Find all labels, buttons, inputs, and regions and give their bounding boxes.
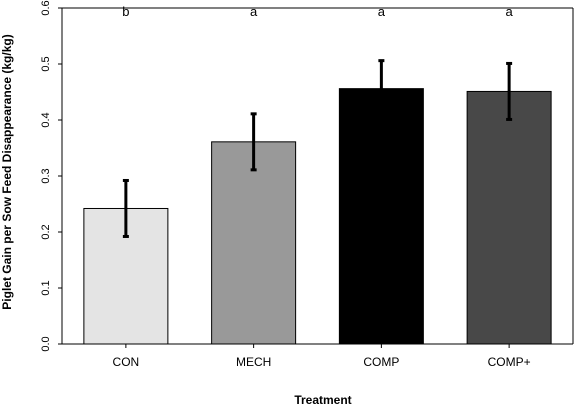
- bar-comp: [338, 88, 424, 345]
- x-axis-title: Treatment: [294, 393, 351, 405]
- bar-mech: [211, 141, 297, 345]
- labels: CON b MECH a COMP a COMP+ a: [113, 4, 531, 369]
- x-tick-label: MECH: [236, 355, 271, 369]
- y-tick-label: 0.4: [40, 112, 52, 127]
- significance-letter: a: [378, 4, 386, 19]
- significance-letter: b: [122, 4, 129, 19]
- y-tick-label: 0.3: [40, 168, 52, 183]
- x-tick-label: COMP: [363, 355, 399, 369]
- y-tick-label: 0.0: [40, 336, 52, 351]
- bars: [83, 88, 552, 345]
- bar-comp-plus: [466, 90, 552, 345]
- y-tick-label: 0.2: [40, 224, 52, 239]
- error-bars: [122, 59, 513, 238]
- x-tick-label: CON: [113, 355, 140, 369]
- x-tick-label: COMP+: [488, 355, 531, 369]
- significance-letter: a: [506, 4, 514, 19]
- y-tick-label: 0.5: [40, 56, 52, 71]
- y-tick-label: 0.6: [40, 0, 52, 15]
- y-tick-label: 0.1: [40, 280, 52, 295]
- significance-letter: a: [250, 4, 258, 19]
- y-axis-title: Piglet Gain per Sow Feed Disappearance (…: [0, 34, 14, 309]
